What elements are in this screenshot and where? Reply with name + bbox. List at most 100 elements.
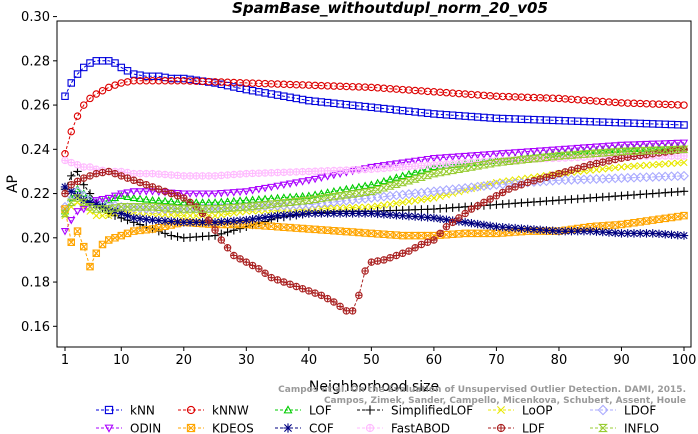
data-point: [268, 274, 275, 281]
data-point: [60, 182, 70, 192]
data-point: [342, 209, 351, 218]
x-tick-label: 90: [613, 353, 630, 368]
legend-item-knn: kNN: [96, 404, 155, 418]
legend-label: INFLO: [624, 422, 659, 434]
data-point: [511, 183, 519, 191]
data-point: [117, 191, 126, 199]
legend-item-cof: COF: [275, 422, 334, 434]
data-point: [298, 209, 307, 219]
data-point: [243, 170, 250, 177]
data-point: [443, 223, 450, 230]
data-point: [72, 194, 83, 202]
data-point: [586, 226, 595, 236]
data-point: [148, 225, 157, 233]
data-point: [180, 172, 187, 180]
data-point: [429, 169, 439, 178]
data-point: [680, 152, 688, 160]
data-point: [110, 192, 120, 201]
data-point: [266, 200, 276, 208]
data-point: [235, 216, 245, 225]
data-point: [86, 94, 94, 103]
data-point: [186, 423, 196, 433]
data-point: [235, 224, 245, 233]
data-point: [168, 190, 175, 197]
data-point: [298, 178, 307, 186]
data-point: [204, 205, 214, 213]
data-point: [398, 211, 407, 220]
data-point: [411, 231, 419, 240]
data-point: [343, 307, 350, 315]
data-point: [597, 404, 609, 416]
legend-label: SimplifiedLOF: [391, 404, 473, 418]
data-point: [254, 201, 264, 210]
data-point: [517, 224, 526, 233]
data-point: [405, 247, 413, 255]
data-point: [68, 159, 75, 166]
data-point: [617, 163, 626, 171]
data-point: [73, 112, 82, 120]
data-point: [283, 405, 293, 414]
data-point: [236, 255, 244, 263]
data-point: [473, 151, 482, 160]
data-point: [404, 211, 414, 221]
data-point: [161, 171, 169, 178]
data-point: [648, 140, 657, 149]
data-point: [122, 202, 133, 213]
data-point: [67, 79, 76, 87]
data-point: [166, 204, 176, 212]
data-point: [135, 203, 145, 211]
data-point: [110, 193, 120, 202]
data-point: [535, 154, 545, 162]
data-point: [98, 86, 107, 95]
data-point: [660, 146, 670, 154]
data-point: [604, 228, 614, 237]
data-point: [480, 199, 488, 206]
x-tick-label: 30: [238, 353, 255, 368]
data-point: [174, 192, 181, 199]
data-point: [154, 203, 164, 212]
data-point: [380, 256, 388, 264]
data-point: [317, 189, 326, 197]
data-point: [92, 212, 100, 220]
data-point: [154, 196, 163, 204]
data-point: [417, 156, 426, 165]
data-point: [642, 217, 651, 225]
data-point: [323, 209, 332, 218]
data-point: [542, 147, 551, 155]
data-point: [398, 171, 407, 179]
data-point: [436, 154, 445, 163]
data-point: [192, 212, 200, 220]
data-point: [604, 148, 614, 157]
data-point: [223, 204, 233, 212]
data-point: [160, 196, 170, 205]
data-point: [386, 254, 394, 261]
y-tick-label: 0.18: [21, 276, 50, 291]
data-point: [85, 198, 95, 207]
data-point: [617, 220, 626, 229]
data-point: [529, 225, 539, 234]
data-point: [205, 172, 213, 180]
data-point: [73, 161, 82, 169]
data-point: [442, 215, 451, 224]
data-point: [292, 192, 301, 200]
data-point: [248, 215, 257, 224]
data-point: [323, 188, 332, 196]
plot-frame: [56, 20, 692, 348]
data-point: [317, 174, 326, 182]
data-point: [129, 188, 138, 196]
data-point: [617, 141, 626, 150]
data-point: [454, 165, 464, 173]
data-point: [310, 190, 320, 198]
data-point: [379, 210, 389, 219]
data-point: [523, 148, 532, 156]
data-point: [429, 213, 439, 223]
data-point: [367, 163, 376, 172]
data-point: [548, 152, 558, 161]
data-point: [123, 189, 132, 197]
data-point: [630, 162, 638, 170]
data-point: [323, 193, 333, 202]
data-point: [86, 163, 94, 171]
data-point: [411, 157, 420, 166]
data-point: [324, 204, 332, 212]
data-point: [404, 176, 414, 185]
